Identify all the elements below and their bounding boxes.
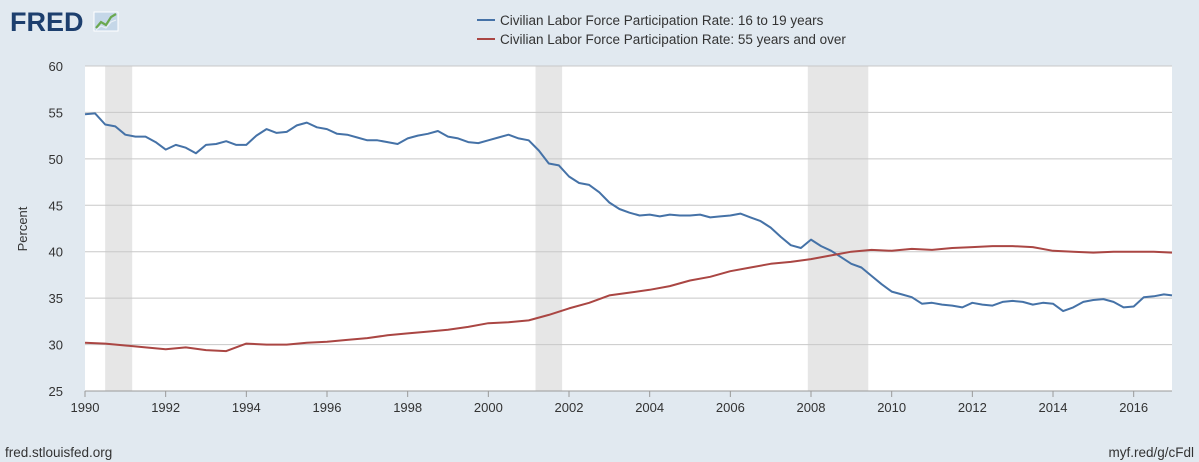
recession-bands [105, 66, 869, 391]
y-axis-label: Percent [15, 206, 30, 251]
y-tick-label: 25 [49, 384, 63, 399]
y-tick-label: 45 [49, 198, 63, 213]
x-axis: 1990 1992 1994 1996 1998 2000 2002 2004 2006 2008… [71, 390, 1172, 415]
recession-band [807, 66, 869, 391]
y-tick-label: 55 [49, 105, 63, 120]
x-tick-label: 1996 [313, 400, 342, 415]
x-tick-label: 2006 [716, 400, 745, 415]
series-line-teen [84, 112, 1173, 313]
x-tick-label: 1994 [232, 400, 261, 415]
legend-label-55plus: Civilian Labor Force Participation Rate:… [500, 32, 846, 47]
plot-area [85, 66, 1172, 391]
y-tick-label: 50 [49, 152, 63, 167]
x-tick-label: 1990 [71, 400, 100, 415]
footer-source[interactable]: fred.stlouisfed.org [5, 445, 112, 460]
legend-item-teen[interactable]: Civilian Labor Force Participation Rate:… [477, 13, 824, 28]
y-tick-label: 40 [49, 245, 63, 260]
x-tick-label: 2000 [474, 400, 503, 415]
legend-item-55plus[interactable]: Civilian Labor Force Participation Rate:… [477, 32, 846, 47]
y-tick-label: 35 [49, 291, 63, 306]
x-tick-label: 2016 [1119, 400, 1148, 415]
x-tick-label: 2014 [1039, 400, 1068, 415]
recession-band [535, 66, 563, 391]
legend-label-teen: Civilian Labor Force Participation Rate:… [500, 13, 824, 28]
logo-text: FRED [10, 7, 84, 37]
x-tick-label: 2012 [958, 400, 987, 415]
x-tick-label: 1992 [151, 400, 180, 415]
x-tick-label: 2010 [877, 400, 906, 415]
footer-short-url[interactable]: myf.red/g/cFdl [1108, 445, 1194, 460]
y-tick-label: 60 [49, 59, 63, 74]
x-tick-label: 1998 [393, 400, 422, 415]
legend: Civilian Labor Force Participation Rate:… [477, 13, 846, 47]
series-lines [84, 112, 1173, 353]
y-tick-label: 30 [49, 338, 63, 353]
line-graph-icon [93, 11, 119, 32]
x-tick-label: 2004 [635, 400, 664, 415]
recession-band [105, 66, 133, 391]
series-line-55plus [84, 245, 1173, 353]
fred-logo[interactable]: FRED [10, 7, 119, 37]
x-tick-label: 2002 [555, 400, 584, 415]
y-axis: 25 30 35 40 45 50 55 60 [49, 59, 63, 399]
x-tick-label: 2008 [797, 400, 826, 415]
